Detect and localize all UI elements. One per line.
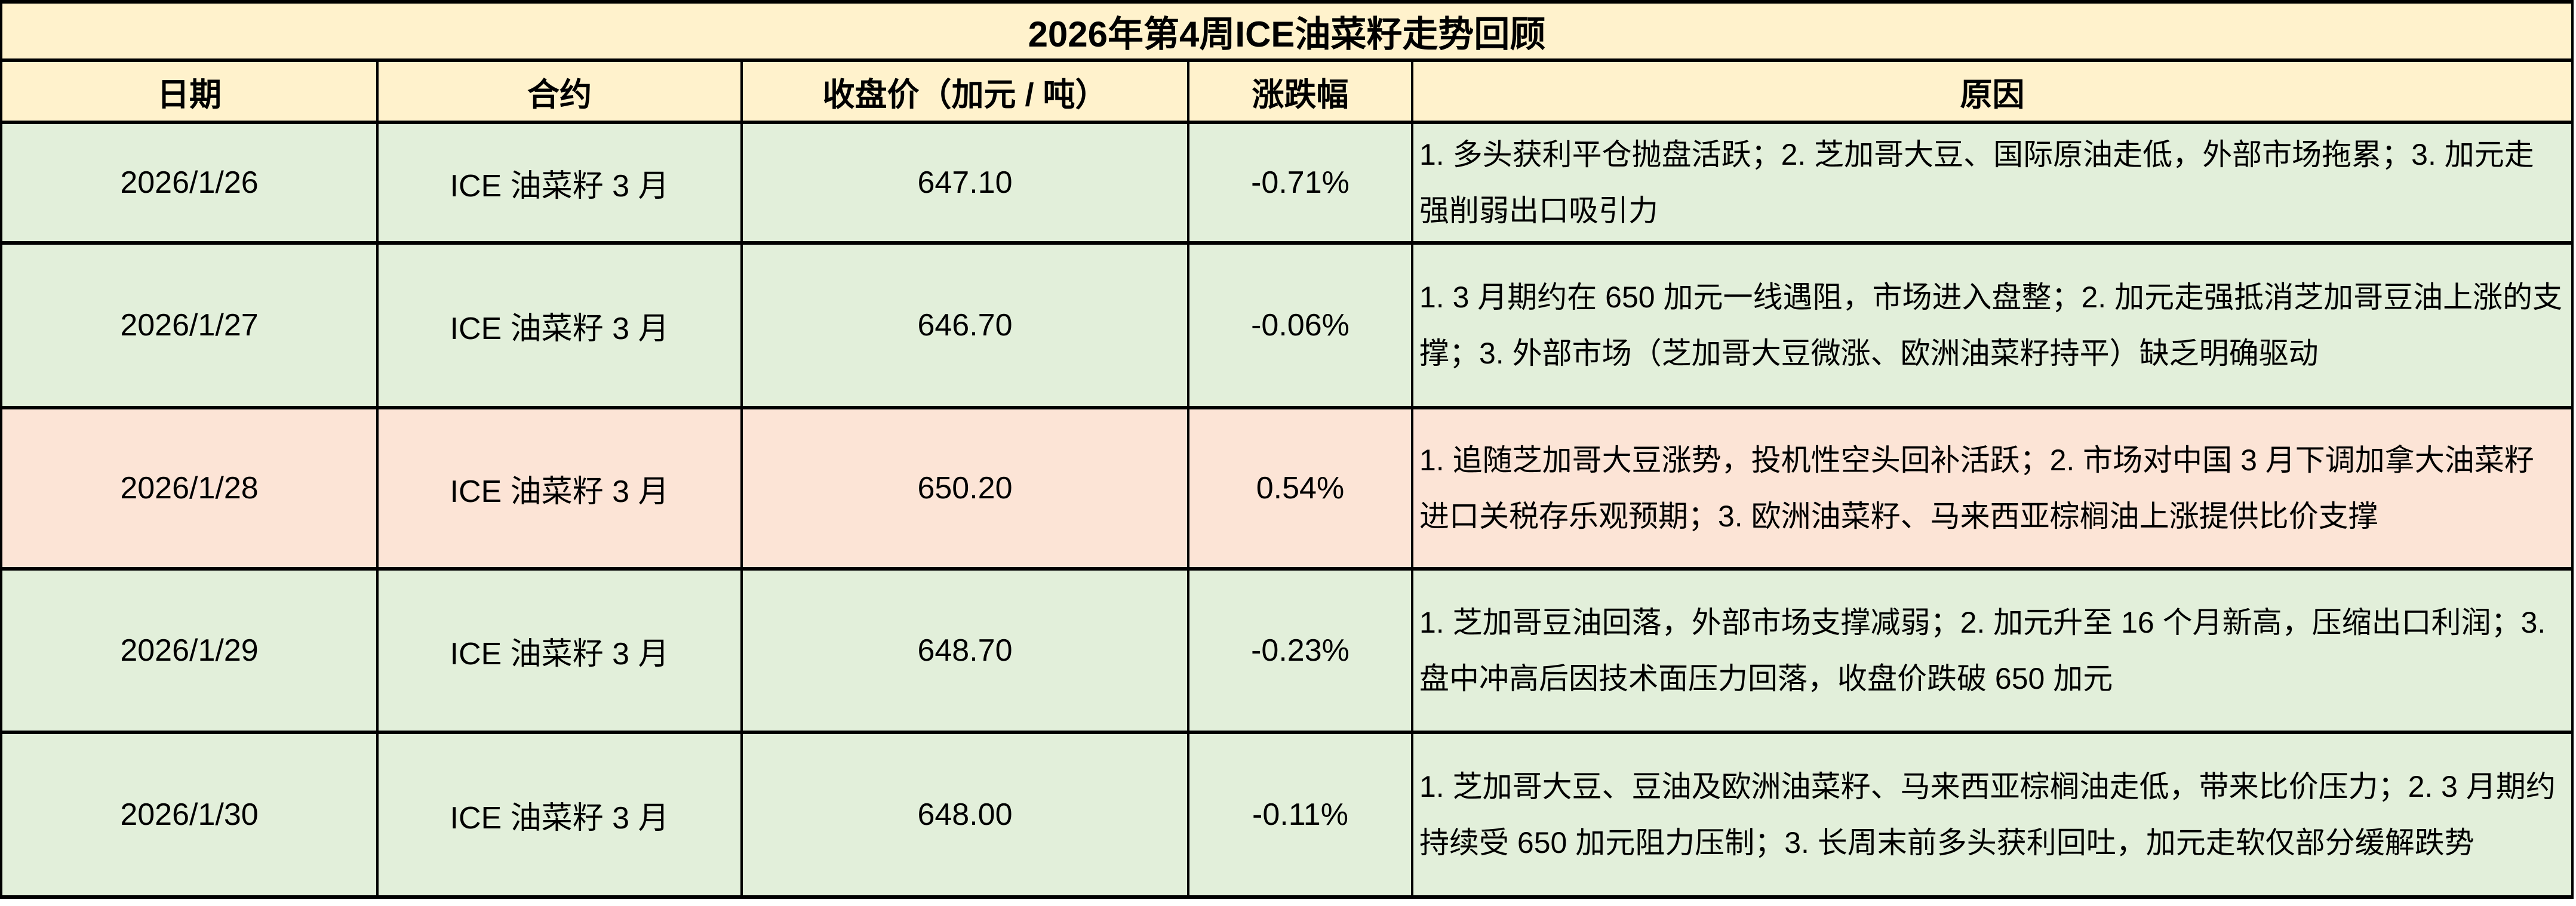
table-row: 2026/1/26 ICE 油菜籽 3 月 647.10 -0.71% 1. 多… — [0, 121, 2574, 245]
column-header-change: 涨跌幅 — [1187, 58, 1413, 124]
contract-cell: ICE 油菜籽 3 月 — [376, 121, 743, 245]
date-cell: 2026/1/30 — [0, 731, 379, 899]
column-header-contract: 合约 — [376, 58, 743, 124]
change-cell: -0.71% — [1187, 121, 1413, 245]
reason-cell: 1. 追随芝加哥大豆涨势，投机性空头回补活跃；2. 市场对中国 3 月下调加拿大… — [1410, 406, 2574, 571]
change-cell: 0.54% — [1187, 406, 1413, 571]
date-cell: 2026/1/26 — [0, 121, 379, 245]
column-header-date: 日期 — [0, 58, 379, 124]
table-row: 2026/1/30 ICE 油菜籽 3 月 648.00 -0.11% 1. 芝… — [0, 731, 2574, 899]
table-title: 2026年第4周ICE油菜籽走势回顾 — [0, 0, 2574, 62]
column-header-reason: 原因 — [1410, 58, 2574, 124]
date-cell: 2026/1/27 — [0, 241, 379, 409]
contract-cell: ICE 油菜籽 3 月 — [376, 567, 743, 734]
close-cell: 647.10 — [740, 121, 1189, 245]
close-cell: 648.00 — [740, 731, 1189, 899]
contract-cell: ICE 油菜籽 3 月 — [376, 406, 743, 571]
change-cell: -0.11% — [1187, 731, 1413, 899]
close-cell: 648.70 — [740, 567, 1189, 734]
date-cell: 2026/1/29 — [0, 567, 379, 734]
reason-cell: 1. 3 月期约在 650 加元一线遇阻，市场进入盘整；2. 加元走强抵消芝加哥… — [1410, 241, 2574, 409]
close-cell: 650.20 — [740, 406, 1189, 571]
contract-cell: ICE 油菜籽 3 月 — [376, 241, 743, 409]
change-cell: -0.23% — [1187, 567, 1413, 734]
header-row: 日期 合约 收盘价（加元 / 吨） 涨跌幅 原因 — [0, 58, 2574, 124]
change-cell: -0.06% — [1187, 241, 1413, 409]
table-row-highlighted: 2026/1/28 ICE 油菜籽 3 月 650.20 0.54% 1. 追随… — [0, 406, 2574, 571]
close-cell: 646.70 — [740, 241, 1189, 409]
contract-cell: ICE 油菜籽 3 月 — [376, 731, 743, 899]
reason-cell: 1. 芝加哥豆油回落，外部市场支撑减弱；2. 加元升至 16 个月新高，压缩出口… — [1410, 567, 2574, 734]
title-row: 2026年第4周ICE油菜籽走势回顾 — [0, 0, 2574, 62]
reason-cell: 1. 芝加哥大豆、豆油及欧洲油菜籽、马来西亚棕榈油走低，带来比价压力；2. 3 … — [1410, 731, 2574, 899]
reason-cell: 1. 多头获利平仓抛盘活跃；2. 芝加哥大豆、国际原油走低，外部市场拖累；3. … — [1410, 121, 2574, 245]
table-row: 2026/1/29 ICE 油菜籽 3 月 648.70 -0.23% 1. 芝… — [0, 567, 2574, 734]
table-row: 2026/1/27 ICE 油菜籽 3 月 646.70 -0.06% 1. 3… — [0, 241, 2574, 409]
date-cell: 2026/1/28 — [0, 406, 379, 571]
column-header-close: 收盘价（加元 / 吨） — [740, 58, 1189, 124]
